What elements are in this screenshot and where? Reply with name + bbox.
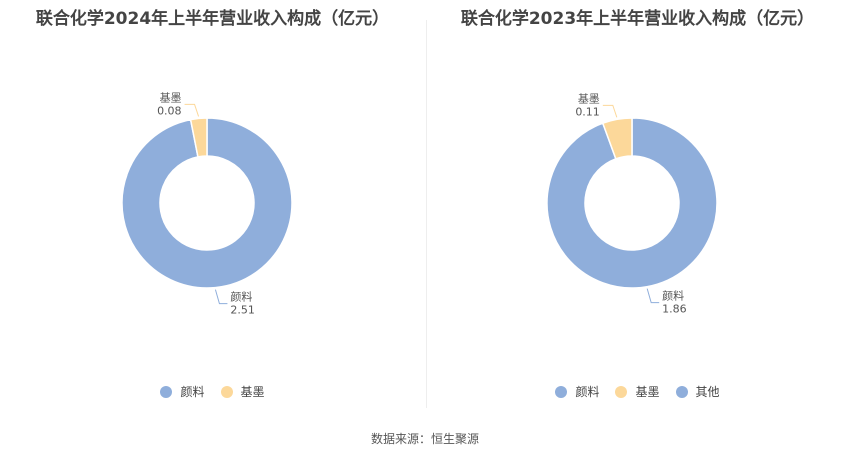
slice-label-value: 1.86 [662, 303, 687, 316]
slice-label-name: 颜料 [230, 290, 252, 304]
donut-chart: 颜料1.86 基墨0.11 [546, 92, 718, 316]
legend-item-其他[interactable]: 其他 [675, 383, 720, 400]
legend: 颜料 基墨 其他 [425, 383, 850, 400]
pie-slice-基墨[interactable] [601, 117, 633, 160]
legend-color-dot [160, 385, 173, 398]
legend-label: 其他 [695, 385, 720, 399]
slice-label-value: 0.08 [157, 104, 182, 117]
chart-panel-2023: 联合化学2023年上半年营业收入构成（亿元） 颜料 1.86 基墨 0.11 颜料 基墨… [425, 0, 850, 420]
slice-label-name: 基墨 [160, 91, 182, 104]
divider [426, 20, 427, 408]
legend-label: 基墨 [240, 385, 265, 399]
legend-color-dot [220, 385, 233, 398]
slice-label-name: 基墨 [578, 92, 600, 105]
slice-label-name: 颜料 [662, 289, 684, 303]
legend-item-颜料[interactable]: 颜料 [160, 383, 205, 400]
legend-label: 颜料 [575, 385, 600, 399]
chart-title: 联合化学2024年上半年营业收入构成（亿元） [35, 9, 390, 29]
slice-label-value: 0.11 [575, 105, 600, 118]
pie-slice-颜料[interactable] [121, 117, 293, 289]
pie-slice-颜料[interactable] [546, 117, 718, 289]
pie-slice-基墨[interactable] [189, 117, 208, 158]
legend-label: 颜料 [180, 385, 205, 399]
label-leader-line [214, 289, 228, 305]
legend-color-dot [675, 385, 688, 398]
legend-color-dot [555, 385, 568, 398]
label-leader-line [646, 288, 660, 304]
label-leader-line [184, 103, 200, 117]
slice-label-value: 2.51 [230, 304, 255, 317]
legend-label: 基墨 [635, 385, 660, 399]
legend-item-基墨[interactable]: 基墨 [220, 383, 265, 400]
legend-color-dot [615, 385, 628, 398]
chart-title: 联合化学2023年上半年营业收入构成（亿元） [460, 9, 815, 29]
legend-item-颜料[interactable]: 颜料 [555, 383, 599, 400]
legend: 颜料 基墨 [0, 383, 425, 400]
legend-item-基墨[interactable]: 基墨 [615, 383, 660, 400]
label-leader-line [602, 104, 618, 118]
data-source-note: 数据来源：恒生聚源 [370, 432, 479, 446]
chart-panel-2024: 联合化学2024年上半年营业收入构成（亿元） 颜料 2.51 基墨 0.08 颜料 基墨 [0, 0, 425, 420]
donut-chart: 颜料2.51 基墨0.08 [121, 91, 293, 317]
